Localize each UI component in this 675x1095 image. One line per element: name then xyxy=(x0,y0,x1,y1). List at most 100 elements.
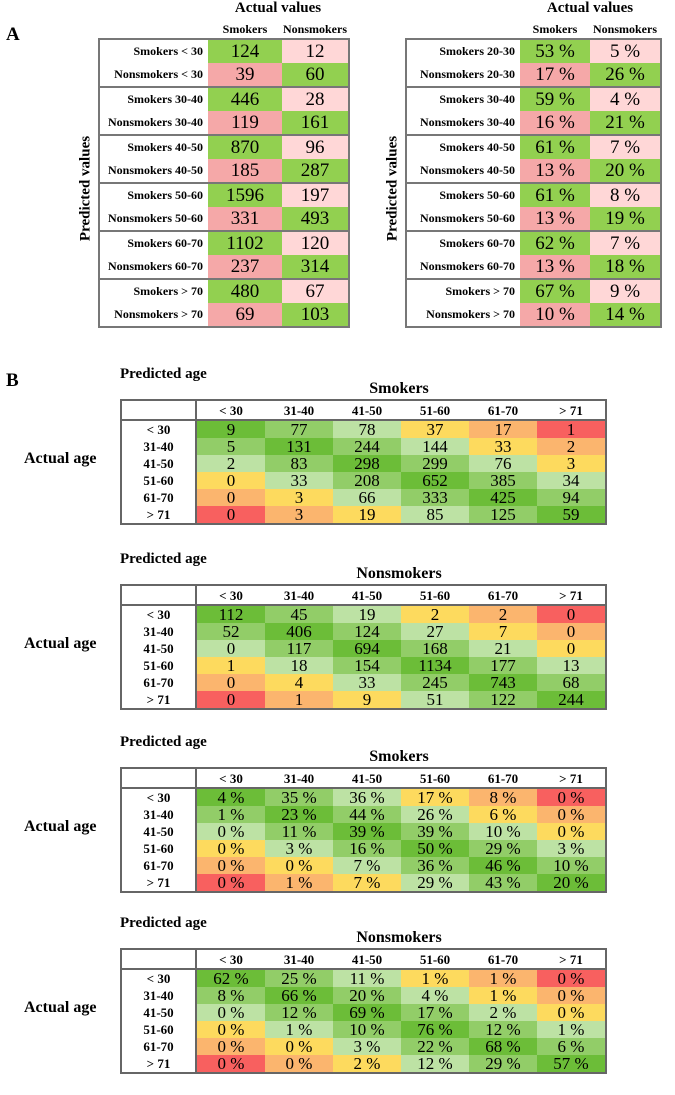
heatmap-cell: 4 xyxy=(265,674,333,691)
heatmap-cell: 0 % xyxy=(265,857,333,874)
heatmap-cell: 66 xyxy=(333,489,401,506)
heatmap-cell: 2 xyxy=(401,605,469,623)
heatmap-cell: 85 xyxy=(401,506,469,524)
table-cell: 67 xyxy=(282,279,349,303)
table-row: Smokers < 30 124 12 xyxy=(99,39,349,63)
column-header: 41-50 xyxy=(333,768,401,789)
heatmap-cell: 125 xyxy=(469,506,537,524)
heatmap-cell: 7 % xyxy=(333,857,401,874)
heatmap-cell: 0 % xyxy=(537,823,606,840)
row-label: Nonsmokers > 70 xyxy=(99,303,208,327)
heatmap-cell: 0 xyxy=(196,489,265,506)
row-label: < 30 xyxy=(121,969,197,987)
table-row: > 71 0 % 1 % 7 % 29 % 43 % 20 % xyxy=(121,874,606,892)
corner-cell xyxy=(121,768,197,789)
heatmap-cell: 122 xyxy=(469,691,537,709)
table-cell: 17 % xyxy=(520,63,590,88)
table-cell: 39 xyxy=(208,63,282,88)
table-row: Smokers 50-60 61 % 8 % xyxy=(406,183,661,207)
table-row: 61-70 0 3 66 333 425 94 xyxy=(121,489,606,506)
table-cell: 14 % xyxy=(590,303,661,327)
heatmap-cell: 3 xyxy=(265,506,333,524)
table-cell: 61 % xyxy=(520,183,590,207)
header-row: < 30 31-40 41-50 51-60 61-70 > 71 xyxy=(121,585,606,606)
table-cell: 1596 xyxy=(208,183,282,207)
corner-cell xyxy=(121,585,197,606)
table-row: < 30 9 77 78 37 17 1 xyxy=(121,420,606,438)
table-title: Smokers xyxy=(369,380,429,397)
column-header: < 30 xyxy=(196,585,265,606)
heatmap-cell: 17 xyxy=(469,420,537,438)
heatmap-cell: 168 xyxy=(401,640,469,657)
table-row: 51-60 0 33 208 652 385 34 xyxy=(121,472,606,489)
heatmap-cell: 76 xyxy=(469,455,537,472)
table-title: Nonsmokers xyxy=(356,565,442,582)
heatmap-cell: 299 xyxy=(401,455,469,472)
row-label: > 71 xyxy=(121,506,197,524)
table-cell: 62 % xyxy=(520,231,590,255)
row-label: 41-50 xyxy=(121,823,197,840)
table-cell: 314 xyxy=(282,255,349,280)
column-header: > 71 xyxy=(537,768,606,789)
row-label: Nonsmokers 40-50 xyxy=(406,159,520,184)
heatmap-cell: 51 xyxy=(401,691,469,709)
table-row: > 71 0 % 0 % 2 % 12 % 29 % 57 % xyxy=(121,1055,606,1073)
column-header: 31-40 xyxy=(265,400,333,421)
heatmap-cell: 0 % xyxy=(265,1055,333,1073)
column-header: 41-50 xyxy=(333,400,401,421)
heatmap-cell: 0 % xyxy=(537,788,606,806)
heatmap-cell: 4 % xyxy=(401,987,469,1004)
table-row: Nonsmokers < 30 39 60 xyxy=(99,63,349,88)
heatmap-cell: 0 xyxy=(196,640,265,657)
table-row: 61-70 0 % 0 % 7 % 36 % 46 % 10 % xyxy=(121,857,606,874)
heatmap-cell: 36 % xyxy=(401,857,469,874)
predicted-age-label: Predicted age xyxy=(120,915,207,931)
table-row: 31-40 5 131 244 144 33 2 xyxy=(121,438,606,455)
row-label: 51-60 xyxy=(121,840,197,857)
column-header: 61-70 xyxy=(469,585,537,606)
heatmap-cell: 94 xyxy=(537,489,606,506)
age-confusion-block: Predicted age Nonsmokers Actual age < 30 31-… xyxy=(0,915,675,1095)
heatmap-cell: 1 xyxy=(537,420,606,438)
table-row: 61-70 0 % 0 % 3 % 22 % 68 % 6 % xyxy=(121,1038,606,1055)
table-cell: 8 % xyxy=(590,183,661,207)
heatmap-cell: 0 xyxy=(196,472,265,489)
heatmap-cell: 12 % xyxy=(469,1021,537,1038)
row-label: 41-50 xyxy=(121,455,197,472)
heatmap-cell: 66 % xyxy=(265,987,333,1004)
heatmap-cell: 4 % xyxy=(196,788,265,806)
row-label: 61-70 xyxy=(121,674,197,691)
heatmap-cell: 0 xyxy=(196,691,265,709)
age-heatmap-table: < 30 31-40 41-50 51-60 61-70 > 71 < 30 4 % 35 % 3… xyxy=(120,767,607,893)
table-cell: 237 xyxy=(208,255,282,280)
predicted-values-label: Predicted values xyxy=(77,135,94,242)
table-cell: 9 % xyxy=(590,279,661,303)
row-label: > 71 xyxy=(121,874,197,892)
heatmap-cell: 3 % xyxy=(537,840,606,857)
heatmap-cell: 3 xyxy=(537,455,606,472)
table-cell: 10 % xyxy=(520,303,590,327)
age-confusion-block: Predicted age Nonsmokers Actual age < 30 31-… xyxy=(0,551,675,731)
table-row: Smokers > 70 67 % 9 % xyxy=(406,279,661,303)
table-row: 41-50 0 % 12 % 69 % 17 % 2 % 0 % xyxy=(121,1004,606,1021)
table-cell: 21 % xyxy=(590,111,661,136)
panel-a-letter: A xyxy=(6,24,20,45)
table-row: Nonsmokers 30-40 16 % 21 % xyxy=(406,111,661,136)
column-header: > 71 xyxy=(537,585,606,606)
row-label: < 30 xyxy=(121,605,197,623)
heatmap-cell: 9 xyxy=(196,420,265,438)
heatmap-cell: 17 % xyxy=(401,1004,469,1021)
table-row: Nonsmokers > 70 69 103 xyxy=(99,303,349,327)
row-label: Nonsmokers 30-40 xyxy=(99,111,208,136)
heatmap-cell: 0 % xyxy=(537,1004,606,1021)
table-row: Smokers 60-70 62 % 7 % xyxy=(406,231,661,255)
table-row: 41-50 0 % 11 % 39 % 39 % 10 % 0 % xyxy=(121,823,606,840)
heatmap-cell: 10 % xyxy=(333,1021,401,1038)
heatmap-cell: 20 % xyxy=(537,874,606,892)
table-row: Nonsmokers 40-50 13 % 20 % xyxy=(406,159,661,184)
row-label: 31-40 xyxy=(121,987,197,1004)
table-row: Nonsmokers 30-40 119 161 xyxy=(99,111,349,136)
heatmap-cell: 0 xyxy=(537,623,606,640)
row-label: 51-60 xyxy=(121,657,197,674)
table-row: Nonsmokers 50-60 331 493 xyxy=(99,207,349,232)
